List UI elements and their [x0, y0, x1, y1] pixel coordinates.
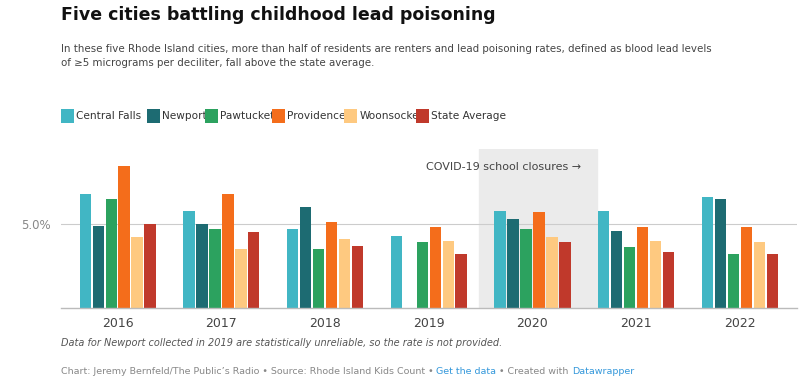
Text: Pawtucket: Pawtucket	[220, 111, 274, 121]
Text: Five cities battling childhood lead poisoning: Five cities battling childhood lead pois…	[61, 6, 495, 24]
Bar	[222, 194, 234, 308]
Bar	[105, 199, 117, 308]
Bar	[650, 241, 661, 308]
Bar	[210, 229, 221, 308]
Bar	[520, 229, 532, 308]
Bar	[559, 243, 570, 308]
Text: State Average: State Average	[431, 111, 506, 121]
Text: • Created with: • Created with	[496, 367, 572, 377]
Bar	[118, 166, 130, 308]
Bar	[767, 254, 778, 308]
Bar	[494, 211, 506, 308]
Bar	[184, 211, 195, 308]
Bar	[455, 254, 467, 308]
Bar	[417, 243, 428, 308]
Bar	[533, 212, 544, 308]
Bar	[701, 197, 714, 308]
Bar	[248, 232, 260, 308]
Bar	[79, 194, 91, 308]
Bar	[624, 248, 635, 308]
Bar	[326, 222, 337, 308]
Bar	[611, 231, 622, 308]
Bar	[443, 241, 454, 308]
Text: Newport: Newport	[162, 111, 207, 121]
Bar	[598, 211, 609, 308]
Bar	[740, 227, 752, 308]
Bar	[144, 224, 156, 308]
Bar	[300, 207, 311, 308]
Bar	[313, 249, 324, 308]
Bar	[197, 224, 208, 308]
Bar	[352, 246, 363, 308]
Bar	[507, 219, 519, 308]
Bar	[92, 226, 104, 308]
Bar	[479, 149, 597, 308]
Text: Data for Newport collected in 2019 are statistically unreliable, so the rate is : Data for Newport collected in 2019 are s…	[61, 338, 502, 348]
Bar	[131, 238, 143, 308]
Bar	[287, 229, 299, 308]
Bar	[235, 249, 247, 308]
Bar	[546, 238, 557, 308]
Bar	[430, 227, 441, 308]
Text: Datawrapper: Datawrapper	[572, 367, 634, 377]
Text: COVID-19 school closures →: COVID-19 school closures →	[426, 162, 581, 172]
Text: Get the data: Get the data	[436, 367, 496, 377]
Bar	[391, 236, 402, 308]
Text: Chart: Jeremy Bernfeld/The Public’s Radio • Source: Rhode Island Kids Count •: Chart: Jeremy Bernfeld/The Public’s Radi…	[61, 367, 436, 377]
Bar	[727, 254, 739, 308]
Text: Woonsocket: Woonsocket	[359, 111, 423, 121]
Bar	[753, 243, 765, 308]
Bar	[637, 227, 648, 308]
Text: Central Falls: Central Falls	[76, 111, 142, 121]
Bar	[339, 239, 350, 308]
Text: In these five Rhode Island cities, more than half of residents are renters and l: In these five Rhode Island cities, more …	[61, 44, 711, 68]
Bar	[714, 199, 726, 308]
Text: Providence: Providence	[287, 111, 346, 121]
Bar	[663, 253, 674, 308]
